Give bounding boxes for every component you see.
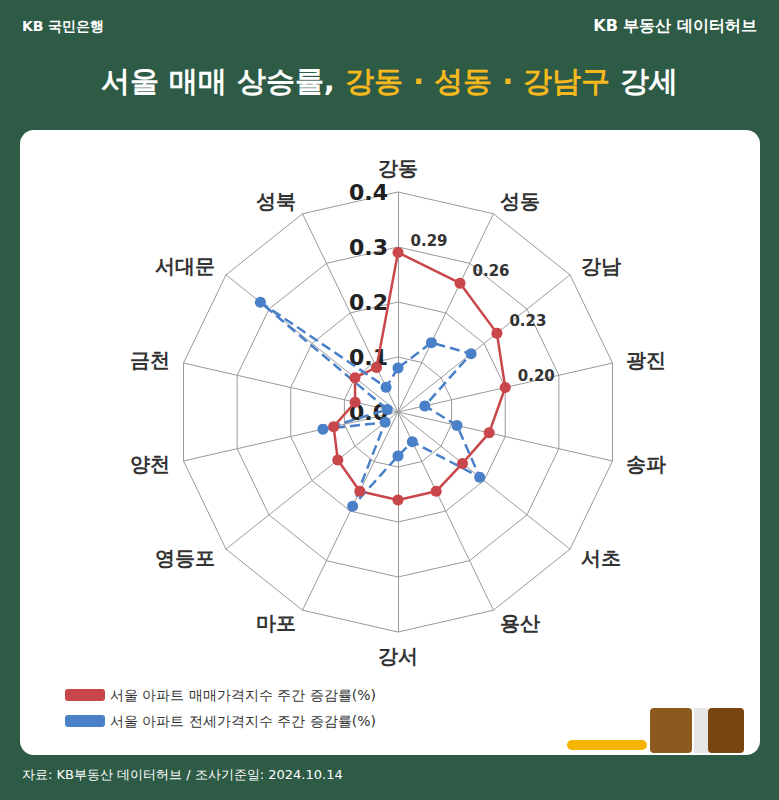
- svg-text:0.2: 0.2: [349, 290, 388, 315]
- svg-text:용산: 용산: [500, 611, 540, 635]
- svg-text:금천: 금천: [130, 348, 170, 372]
- svg-text:서울 아파트 매매가격지수 주간 증감률(%): 서울 아파트 매매가격지수 주간 증감률(%): [110, 687, 376, 703]
- svg-text:0.4: 0.4: [349, 180, 388, 205]
- svg-text:0.20: 0.20: [518, 367, 555, 385]
- svg-text:양천: 양천: [130, 452, 170, 476]
- html-text:KB 국민은행: KB 국민은행: [22, 18, 105, 34]
- svg-text:마포: 마포: [256, 611, 296, 635]
- svg-text:서대문: 서대문: [155, 254, 215, 278]
- svg-text:광진: 광진: [626, 348, 666, 372]
- svg-text:0.3: 0.3: [349, 235, 388, 260]
- svg-text:송파: 송파: [626, 452, 666, 476]
- html-text:서울 매매 상승률,강동 · 성동 · 강남구강세: 서울 매매 상승률,강동 · 성동 · 강남구강세: [100, 64, 679, 98]
- svg-text:0.23: 0.23: [509, 312, 546, 330]
- svg-text:성동: 성동: [500, 189, 540, 213]
- svg-text:영등포: 영등포: [155, 546, 215, 570]
- svg-text:0.0: 0.0: [349, 399, 388, 425]
- svg-text:성북: 성북: [256, 189, 296, 213]
- svg-text:강서: 강서: [378, 644, 418, 668]
- svg-text:서울 아파트 전세가격지수 주간 증감률(%): 서울 아파트 전세가격지수 주간 증감률(%): [110, 713, 376, 729]
- svg-text:0.29: 0.29: [411, 232, 448, 250]
- svg-text:0.1: 0.1: [349, 344, 388, 370]
- html-text:자료: KB부동산 데이터허브 / 조사기준일: 2024.: 자료: KB부동산 데이터허브 / 조사기준일: 2024.10.14: [22, 767, 343, 782]
- svg-text:0.26: 0.26: [473, 262, 510, 280]
- svg-text:서초: 서초: [581, 546, 621, 570]
- svg-text:강남: 강남: [581, 254, 621, 278]
- html-text:KB 부동산 데이터허브: KB 부동산 데이터허브: [593, 16, 757, 35]
- svg-text:강동: 강동: [378, 156, 418, 180]
